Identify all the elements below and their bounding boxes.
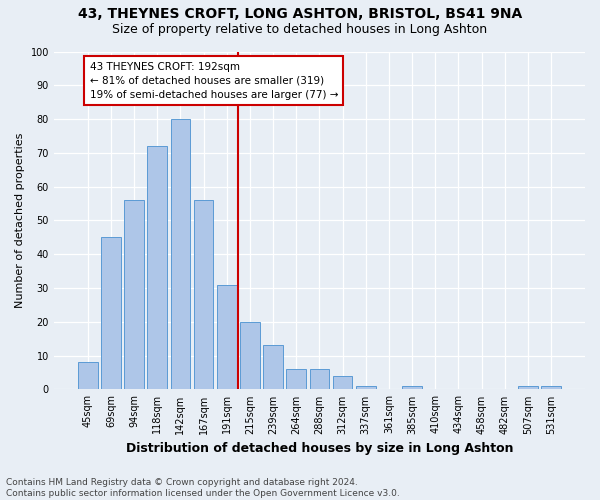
Bar	[356, 386, 376, 390]
Bar	[148, 146, 167, 390]
Bar	[78, 362, 98, 390]
Y-axis label: Number of detached properties: Number of detached properties	[15, 133, 25, 308]
Text: 43 THEYNES CROFT: 192sqm
← 81% of detached houses are smaller (319)
19% of semi-: 43 THEYNES CROFT: 192sqm ← 81% of detach…	[89, 62, 338, 100]
Text: 43, THEYNES CROFT, LONG ASHTON, BRISTOL, BS41 9NA: 43, THEYNES CROFT, LONG ASHTON, BRISTOL,…	[78, 8, 522, 22]
Bar	[263, 346, 283, 390]
Bar	[310, 369, 329, 390]
Bar	[124, 200, 144, 390]
Bar	[333, 376, 352, 390]
Bar	[170, 119, 190, 390]
X-axis label: Distribution of detached houses by size in Long Ashton: Distribution of detached houses by size …	[125, 442, 513, 455]
Bar	[217, 284, 236, 390]
Bar	[518, 386, 538, 390]
Text: Size of property relative to detached houses in Long Ashton: Size of property relative to detached ho…	[112, 22, 488, 36]
Text: Contains HM Land Registry data © Crown copyright and database right 2024.
Contai: Contains HM Land Registry data © Crown c…	[6, 478, 400, 498]
Bar	[194, 200, 214, 390]
Bar	[541, 386, 561, 390]
Bar	[286, 369, 306, 390]
Bar	[240, 322, 260, 390]
Bar	[101, 238, 121, 390]
Bar	[402, 386, 422, 390]
